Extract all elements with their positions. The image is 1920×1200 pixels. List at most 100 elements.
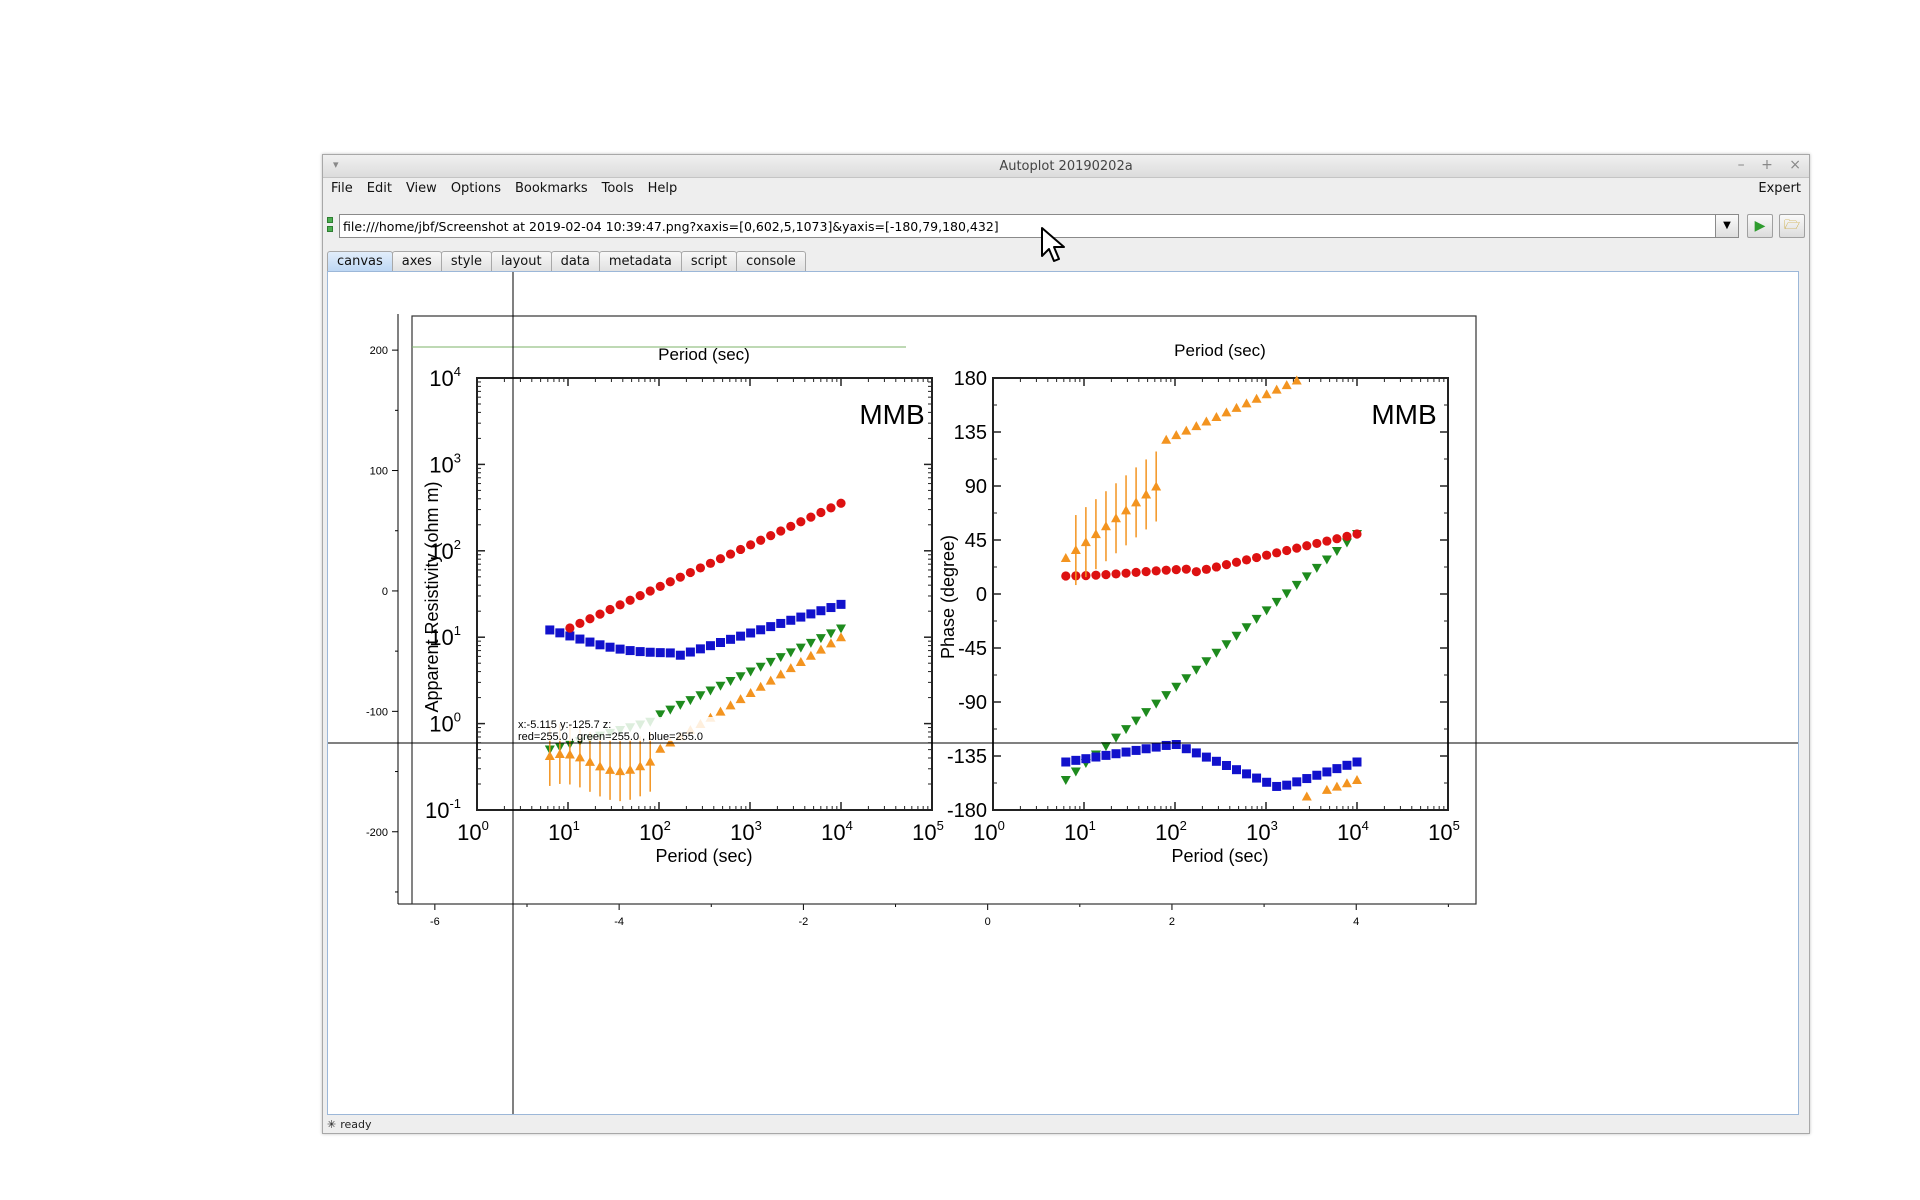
point-circle (725, 549, 736, 559)
point-square (1262, 777, 1272, 787)
point-triangle-down (1060, 776, 1071, 785)
point-triangle-down (1281, 589, 1292, 599)
menu-options[interactable]: Options (450, 181, 501, 196)
point-square (1352, 757, 1362, 767)
menu-bookmarks[interactable]: Bookmarks (514, 181, 588, 196)
point-square (716, 638, 726, 648)
maximize-icon[interactable]: + (1761, 157, 1773, 173)
outer-y-tick-label: 100 (370, 466, 388, 478)
point-circle (1211, 562, 1222, 572)
point-square (695, 644, 705, 654)
tab-axes[interactable]: axes (391, 251, 442, 272)
point-circle (826, 503, 836, 513)
resistivity-top-xlabel: Period (sec) (658, 345, 750, 364)
panel-x-tick-label: 102 (639, 818, 671, 845)
tab-style[interactable]: style (440, 251, 493, 272)
point-square (585, 637, 595, 647)
point-square (1161, 740, 1171, 750)
point-circle (705, 558, 716, 568)
point-square (806, 609, 816, 619)
image-frame (411, 315, 1477, 905)
point-square (1221, 760, 1231, 770)
tab-metadata[interactable]: metadata (598, 251, 682, 272)
point-triangle (554, 748, 565, 758)
point-triangle-down (1201, 657, 1212, 667)
point-square (1101, 750, 1111, 760)
panel-x-tick-label: 105 (1428, 818, 1460, 845)
open-file-button[interactable]: 🗁 (1779, 214, 1805, 238)
point-triangle (745, 687, 756, 697)
plot-go-button[interactable]: ▶ (1747, 214, 1773, 238)
tab-canvas[interactable]: canvas (327, 251, 393, 272)
menu-edit[interactable]: Edit (366, 181, 392, 196)
panel-y-tick-label: -135 (947, 746, 987, 768)
point-circle (816, 507, 826, 518)
menu-view[interactable]: View (405, 181, 437, 196)
readout-background (516, 717, 736, 741)
tab-data[interactable]: data (550, 251, 600, 272)
point-triangle-down (1181, 674, 1192, 684)
point-circle (1201, 564, 1211, 574)
menu-help[interactable]: Help (647, 181, 678, 196)
outer-y-tick-label: 200 (370, 345, 388, 357)
window-menu-icon[interactable]: ▾ (333, 158, 339, 171)
panel-y-tick-label: 180 (954, 368, 987, 390)
point-triangle-down (1231, 631, 1242, 641)
point-circle (1241, 555, 1252, 565)
minimize-icon[interactable]: – (1737, 157, 1745, 173)
resistivity-xlabel: Period (sec) (655, 846, 752, 866)
point-square (726, 634, 736, 644)
point-square (665, 648, 675, 658)
point-square (1181, 744, 1191, 754)
tab-script[interactable]: script (680, 251, 738, 272)
url-history-dropdown[interactable]: ▼ (1715, 214, 1739, 238)
point-triangle-down (825, 629, 836, 639)
close-icon[interactable]: × (1789, 157, 1801, 173)
point-square (1252, 773, 1262, 783)
title-bar[interactable]: ▾ Autoplot 20190202a – + × (323, 155, 1809, 178)
point-triangle (645, 756, 656, 766)
point-circle (1322, 536, 1332, 546)
point-square (1091, 752, 1101, 762)
point-triangle-down (765, 657, 776, 667)
outer-x-tick-label: 2 (1169, 916, 1175, 928)
tab-console[interactable]: console (736, 251, 806, 272)
point-triangle (1331, 781, 1342, 791)
menu-file[interactable]: File (331, 181, 353, 196)
point-circle (796, 517, 806, 527)
menu-tools[interactable]: Tools (601, 181, 634, 196)
point-square (625, 646, 635, 656)
point-triangle (544, 750, 555, 760)
plot-canvas[interactable]: -6 -4 -2 0 2 4 200 100 0 -100 -200 Period (sec) Pe… (327, 271, 1799, 1115)
resistivity-title: MMB (859, 399, 924, 430)
point-triangle (765, 675, 776, 685)
point-triangle-down (1070, 767, 1081, 777)
point-circle (1221, 560, 1232, 570)
phase-ticks: 100 101 102 103 104 105 180 135 90 45 0 -45 -90 -135 -… (947, 368, 1460, 845)
point-triangle (775, 669, 786, 679)
point-circle (1061, 571, 1071, 581)
point-triangle (605, 764, 616, 774)
folder-icon: 🗁 (1783, 218, 1801, 233)
point-triangle (785, 663, 796, 673)
point-square (595, 640, 605, 650)
point-circle (1161, 565, 1171, 575)
expert-menu[interactable]: Expert (1758, 181, 1801, 196)
drag-handle-icon[interactable] (327, 217, 333, 235)
point-triangle-down (755, 662, 766, 672)
panel-x-tick-label: 105 (912, 818, 944, 845)
plot-svg[interactable]: -6 -4 -2 0 2 4 200 100 0 -100 -200 Period (sec) Pe… (328, 272, 1799, 1115)
data-source-url-field[interactable]: file:///home/jbf/Screenshot at 2019-02-0… (339, 214, 1737, 238)
point-square (1272, 781, 1282, 791)
point-triangle (1261, 389, 1272, 399)
point-triangle (1201, 416, 1212, 426)
point-circle (766, 531, 776, 541)
point-square (1292, 777, 1302, 787)
tab-bar: canvas axes style layout data metadata s… (327, 251, 806, 272)
point-circle (776, 526, 786, 536)
tab-layout[interactable]: layout (491, 251, 552, 272)
panel-x-tick-label: 101 (1064, 818, 1096, 845)
point-circle (1231, 557, 1242, 567)
point-triangle-down (1251, 614, 1262, 624)
point-circle (836, 498, 846, 508)
